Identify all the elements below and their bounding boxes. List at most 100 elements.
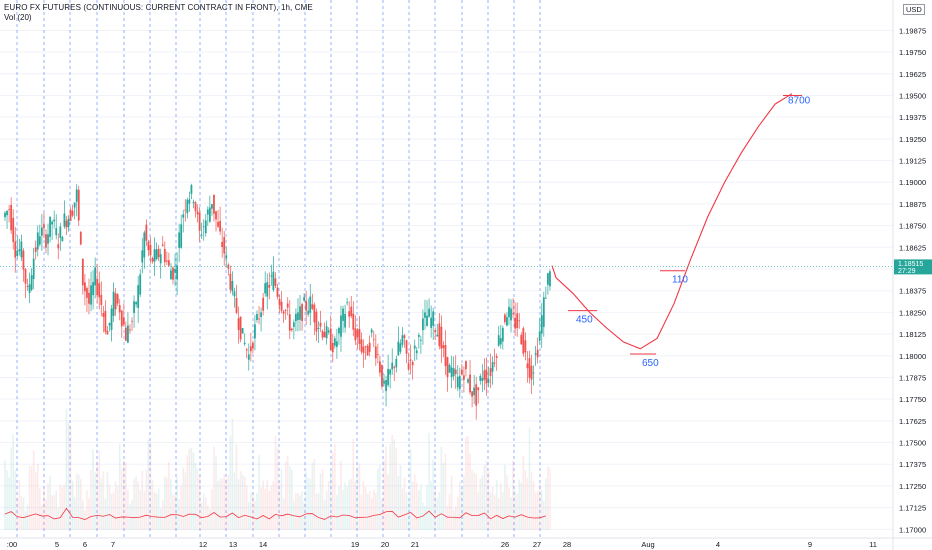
- x-tick-label: 5: [55, 540, 59, 549]
- volume-bar: [528, 427, 531, 530]
- candle-body: [32, 258, 35, 279]
- volume-bar: [188, 448, 191, 530]
- volume-bar: [436, 497, 439, 530]
- y-tick-label: 1.17250: [899, 482, 926, 491]
- volume-bar: [489, 492, 492, 530]
- candle-body: [547, 273, 549, 285]
- candle-body: [350, 306, 353, 317]
- candle-body: [532, 372, 535, 374]
- y-tick-label: 1.18750: [899, 222, 926, 231]
- volume-bar: [502, 492, 504, 530]
- candle-body: [487, 379, 490, 384]
- candle-body: [10, 204, 13, 231]
- volume-bar: [92, 449, 94, 530]
- volume-bar: [157, 488, 160, 530]
- candle-body: [397, 341, 400, 356]
- candle-body: [436, 334, 439, 337]
- candle-body: [131, 320, 133, 322]
- candle-body: [20, 241, 23, 258]
- volume-bar: [450, 475, 453, 530]
- volume-indicator-label[interactable]: Vol (20): [4, 13, 32, 22]
- volume-bar: [270, 485, 273, 530]
- candle-body: [83, 282, 86, 292]
- candle-body: [465, 361, 467, 370]
- volume-bar: [471, 469, 473, 530]
- candle-body: [321, 331, 324, 338]
- candle-body: [471, 391, 474, 397]
- last-price-countdown: 27:29: [898, 268, 916, 275]
- volume-bar: [518, 479, 521, 530]
- volume-bar: [61, 486, 64, 530]
- volume-bar: [536, 491, 539, 530]
- candle-body: [12, 217, 15, 242]
- candle-body: [24, 269, 27, 284]
- candle-body: [4, 212, 6, 218]
- candle-body: [110, 308, 113, 330]
- volume-bar: [192, 452, 195, 530]
- volume-bar: [143, 490, 146, 530]
- candle-body: [77, 189, 80, 221]
- volume-bar: [14, 469, 17, 530]
- candle-body: [405, 340, 408, 354]
- candle-body: [403, 335, 406, 338]
- candle-body: [309, 296, 312, 313]
- volume-bar: [403, 477, 406, 530]
- annotation-label: 8700: [788, 95, 811, 106]
- volume-bar: [342, 490, 344, 530]
- candle-body: [90, 285, 92, 305]
- volume-bar: [420, 484, 422, 530]
- volume-bar: [77, 474, 80, 530]
- volume-bar: [67, 422, 70, 530]
- volume-bar: [4, 460, 6, 530]
- volume-bar: [231, 418, 234, 530]
- candle-body: [506, 317, 508, 326]
- volume-bar: [237, 478, 240, 530]
- candle-body: [542, 297, 545, 327]
- volume-bar: [377, 468, 379, 530]
- volume-bar: [207, 505, 209, 530]
- volume-bar: [151, 480, 154, 530]
- volume-bar: [452, 509, 455, 530]
- candle-body: [512, 313, 514, 315]
- volume-bar: [204, 497, 207, 530]
- candle-body: [514, 317, 517, 329]
- candle-body: [241, 328, 244, 334]
- volume-bar: [366, 493, 369, 530]
- candle-body: [151, 258, 154, 262]
- candle-body: [503, 314, 506, 323]
- volume-bar: [499, 483, 502, 530]
- currency-button[interactable]: USD: [903, 4, 925, 15]
- candle-body: [419, 339, 422, 341]
- volume-bar: [428, 432, 430, 530]
- volume-bar: [456, 496, 459, 530]
- volume-bar: [219, 478, 221, 530]
- candle-body: [428, 308, 430, 317]
- volume-bar: [75, 473, 78, 530]
- volume-bars: [4, 408, 551, 530]
- volume-bar: [331, 452, 334, 530]
- candle-body: [22, 250, 25, 270]
- y-tick-label: 1.19500: [899, 91, 926, 100]
- candle-body: [530, 365, 533, 380]
- x-tick-label: 11: [869, 540, 877, 549]
- chart-grid: [0, 29, 893, 530]
- x-tick-label: 14: [259, 540, 267, 549]
- candle-body: [274, 278, 277, 286]
- y-tick-label: 1.19250: [899, 135, 926, 144]
- volume-bar: [114, 481, 117, 530]
- candle-body: [172, 267, 174, 280]
- volume-bar: [268, 490, 271, 530]
- volume-bar: [446, 505, 449, 530]
- volume-bar: [413, 474, 416, 530]
- y-tick-label: 1.17625: [899, 417, 926, 426]
- volume-bar: [430, 480, 432, 530]
- candle-body: [129, 329, 131, 331]
- volume-bar: [325, 491, 328, 530]
- candle-body: [260, 312, 262, 318]
- candle-body: [307, 310, 310, 315]
- volume-bar: [301, 491, 303, 530]
- candle-body: [522, 328, 525, 354]
- volume-bar: [284, 461, 287, 530]
